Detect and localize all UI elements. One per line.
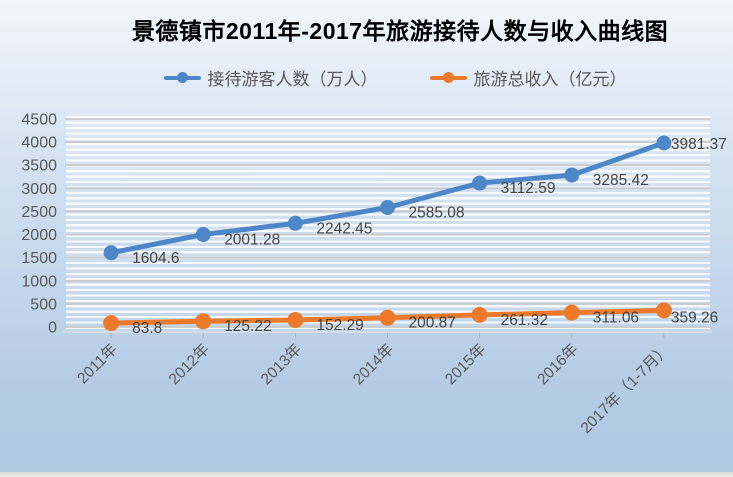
chart-border-bevel	[0, 472, 733, 477]
y-axis-label: 3500	[21, 158, 57, 175]
data-label: 1604.6	[132, 250, 179, 267]
y-axis-label: 3000	[21, 181, 57, 198]
legend-label-visitors: 接待游客人数（万人）	[207, 69, 378, 89]
data-label: 125.22	[224, 318, 271, 335]
data-point	[195, 313, 212, 330]
line-marker-icon	[429, 71, 467, 84]
y-axis-label: 0	[48, 320, 57, 337]
data-point	[472, 175, 488, 191]
y-axis-label: 4000	[21, 135, 57, 152]
data-label: 2585.08	[409, 205, 465, 222]
data-label: 3112.59	[501, 180, 556, 197]
plot-area	[66, 113, 710, 331]
legend-label-revenue: 旅游总收入（亿元）	[473, 69, 627, 89]
x-axis-label: 2011年	[74, 340, 121, 387]
data-point	[380, 200, 395, 215]
y-axis-label: 500	[30, 296, 57, 313]
legend-item-revenue: 旅游总收入（亿元）	[429, 65, 627, 90]
data-label: 83.8	[132, 320, 162, 337]
x-axis-label: 2015年	[441, 340, 489, 388]
y-axis-label: 2500	[21, 204, 57, 221]
data-point	[563, 304, 580, 321]
data-label: 3981.37	[671, 136, 727, 153]
data-point	[103, 315, 120, 332]
data-label: 3285.42	[593, 172, 649, 189]
y-axis-label: 1500	[21, 250, 57, 267]
data-point	[287, 312, 304, 328]
legend: 接待游客人数（万人） 旅游总收入（亿元）	[65, 64, 725, 90]
data-label: 311.06	[593, 310, 639, 327]
x-axis-label: 2016年	[534, 340, 582, 388]
y-axis-label: 4500	[21, 112, 57, 129]
series-line-visitors	[108, 140, 667, 256]
line-marker-icon	[163, 71, 201, 84]
y-axis-label: 1000	[21, 273, 57, 290]
x-axis-label: 2013年	[257, 340, 305, 388]
data-point	[379, 309, 396, 326]
data-label: 152.29	[316, 317, 363, 334]
data-label: 261.32	[501, 312, 548, 329]
data-label: 2001.28	[224, 232, 280, 249]
data-point	[656, 135, 672, 151]
data-label: 200.87	[409, 315, 456, 332]
x-axis-label: 2012年	[165, 340, 213, 388]
data-point	[103, 245, 119, 261]
legend-item-visitors: 接待游客人数（万人）	[163, 65, 378, 90]
data-point	[564, 167, 580, 183]
chart-title: 景德镇市2011年-2017年旅游接待人数与收入曲线图	[131, 18, 669, 44]
data-point	[287, 215, 303, 231]
data-point	[471, 306, 488, 323]
x-axis-label: 2014年	[349, 340, 397, 388]
data-label: 2242.45	[316, 220, 372, 237]
x-axis-label: 2017年（1-7月）	[577, 340, 674, 437]
y-axis-label: 2000	[21, 227, 57, 244]
data-point	[195, 227, 211, 242]
data-point	[655, 302, 672, 319]
data-label: 359.26	[671, 309, 718, 326]
